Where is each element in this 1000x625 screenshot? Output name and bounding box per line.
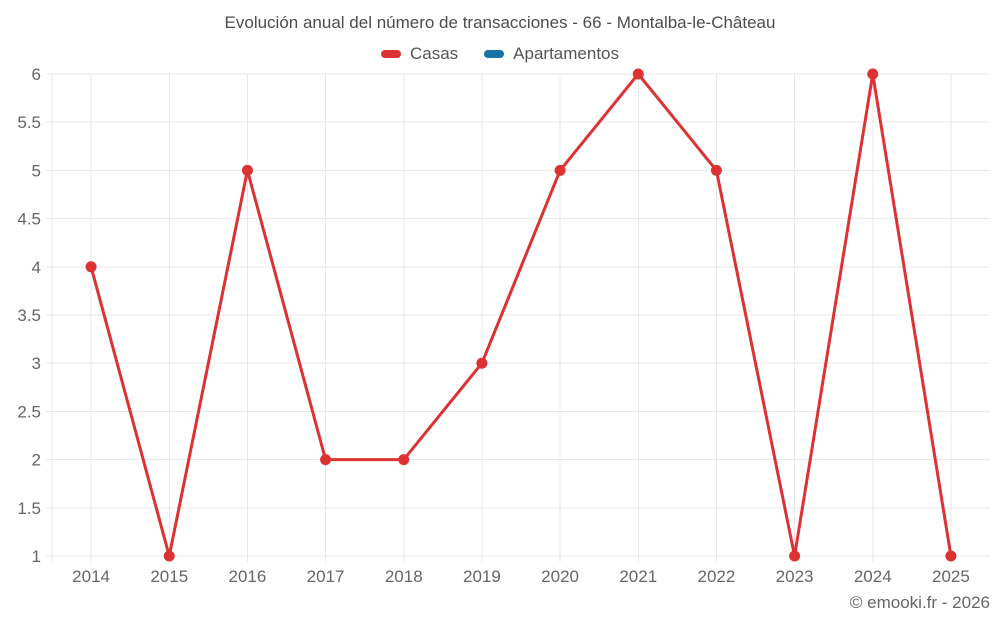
x-tick-label: 2022 [698,567,736,586]
chart-footer-credit: © emooki.fr - 2026 [849,593,990,612]
data-point-casas-2017[interactable] [320,454,332,466]
y-tick-label: 2.5 [17,402,41,421]
legend-item-apartamentos[interactable]: Apartamentos [484,44,619,64]
legend-label-casas: Casas [409,44,459,63]
data-point-casas-2025[interactable] [945,550,957,562]
x-tick-label: 2021 [619,567,657,586]
data-point-casas-2018[interactable] [398,454,410,466]
y-tick-label: 5.5 [17,113,41,132]
y-tick-label: 3 [32,354,41,373]
data-point-casas-2020[interactable] [554,164,566,176]
x-tick-label: 2015 [150,567,188,586]
x-tick-label: 2016 [229,567,267,586]
chart-legend: Casas Apartamentos [0,44,1000,64]
y-tick-label: 4 [32,258,41,277]
y-tick-label: 1.5 [17,499,41,518]
data-point-casas-2021[interactable] [632,68,644,80]
data-point-casas-2024[interactable] [867,68,879,80]
x-tick-label: 2014 [72,567,110,586]
x-tick-label: 2020 [541,567,579,586]
legend-swatch-casas-icon [380,50,401,58]
x-tick-label: 2025 [932,567,970,586]
y-tick-label: 5 [32,161,41,180]
data-point-casas-2019[interactable] [476,357,488,369]
x-tick-label: 2023 [776,567,814,586]
chart-title: Evolución anual del número de transaccio… [224,13,776,32]
legend-item-casas[interactable]: Casas [380,44,459,64]
y-tick-label: 3.5 [17,306,41,325]
x-tick-label: 2019 [463,567,501,586]
y-tick-label: 2 [32,451,41,470]
data-point-casas-2022[interactable] [710,164,722,176]
y-tick-label: 4.5 [17,210,41,229]
series-line-casas [89,72,953,558]
legend-label-apartamentos: Apartamentos [513,44,620,63]
data-point-casas-2016[interactable] [241,164,253,176]
y-tick-label: 1 [32,547,41,566]
legend-swatch-apartamentos-icon [484,50,505,58]
data-point-casas-2014[interactable] [85,261,97,273]
x-tick-label: 2018 [385,567,423,586]
x-tick-label: 2017 [307,567,345,586]
y-tick-label: 6 [32,65,41,84]
data-point-casas-2015[interactable] [163,550,175,562]
data-point-casas-2023[interactable] [789,550,801,562]
x-tick-label: 2024 [854,567,892,586]
